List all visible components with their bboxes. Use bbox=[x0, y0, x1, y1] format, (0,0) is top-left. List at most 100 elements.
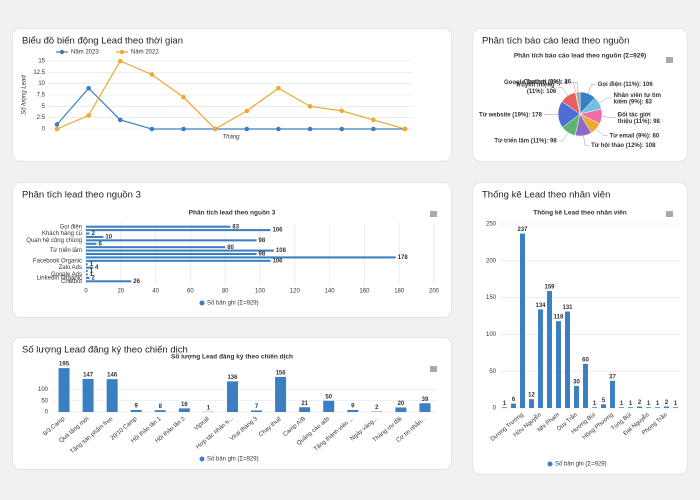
data-label: 1 bbox=[620, 401, 624, 407]
bar bbox=[86, 252, 257, 256]
x-tick-label: 160 bbox=[359, 289, 370, 295]
data-label: Đối tác giới thiệu (11%): 98 bbox=[618, 111, 661, 125]
y-tick-label: 0 bbox=[45, 410, 49, 416]
x-axis-label: Tháng bbox=[222, 135, 240, 141]
data-label: 2 bbox=[638, 400, 642, 406]
line-series bbox=[56, 60, 406, 130]
legend-label: Số bản ghi (Σ=929) bbox=[207, 301, 259, 307]
bar bbox=[86, 276, 90, 279]
data-label: 134 bbox=[535, 303, 546, 309]
chart-title: Số lượng Lead đăng ký theo chiến dịch bbox=[171, 353, 293, 361]
y-tick-label: 15 bbox=[38, 59, 45, 65]
bar bbox=[86, 242, 97, 245]
card: Thống kê Lead theo nhân viên Thống kê Lea… bbox=[472, 182, 688, 475]
bar bbox=[86, 232, 90, 235]
card-title: Phân tích báo cáo lead theo nguồn bbox=[482, 36, 629, 47]
data-point bbox=[117, 117, 123, 123]
x-tick-label: 20 bbox=[117, 289, 124, 295]
bar bbox=[86, 270, 88, 273]
data-label: Google Search (0%): 4 bbox=[504, 80, 568, 86]
bar bbox=[86, 225, 231, 228]
bar bbox=[610, 380, 615, 408]
legend-label: Năm 2023 bbox=[71, 50, 99, 56]
data-label: Nhân viên tự tìm kiếm (9%): 83 bbox=[614, 93, 663, 106]
y-tick-label: 10 bbox=[38, 81, 45, 87]
data-label: 9 bbox=[351, 404, 355, 410]
data-label: 1 bbox=[647, 401, 651, 407]
data-label: 136 bbox=[227, 375, 238, 381]
data-label: 1 bbox=[90, 269, 94, 275]
data-point bbox=[402, 126, 408, 132]
bar bbox=[601, 404, 606, 408]
chart-title: Phân tích lead theo nguồn 3 bbox=[189, 208, 276, 217]
bar bbox=[251, 410, 263, 412]
bar bbox=[82, 378, 94, 412]
y-tick-label: 150 bbox=[486, 295, 497, 301]
y-axis-label: Số lượng Lead bbox=[21, 75, 28, 115]
data-label: 6 bbox=[98, 241, 102, 247]
bar bbox=[673, 407, 678, 408]
bar bbox=[86, 266, 93, 269]
label-connector bbox=[601, 116, 616, 118]
data-label: 2 bbox=[375, 405, 379, 411]
data-label: 12 bbox=[528, 393, 535, 399]
data-label: 147 bbox=[83, 373, 94, 379]
data-point bbox=[86, 113, 91, 118]
x-tick-label: 80 bbox=[222, 289, 229, 295]
data-point bbox=[307, 104, 313, 109]
data-label: 1 bbox=[90, 262, 94, 268]
bar bbox=[86, 235, 104, 238]
card-title: Số lượng Lead đăng ký theo chiến dịch bbox=[22, 345, 188, 356]
data-label: 2 bbox=[91, 275, 95, 281]
bar bbox=[419, 403, 431, 412]
bar bbox=[299, 407, 311, 412]
x-tick-label: 200 bbox=[429, 289, 440, 295]
data-point bbox=[212, 126, 218, 132]
bar bbox=[86, 249, 274, 252]
data-point bbox=[181, 126, 186, 132]
data-label: 1 bbox=[503, 401, 507, 407]
card: Biểu đồ biến động Lead theo thời gian 0 2.… bbox=[12, 28, 452, 162]
card: Số lượng Lead đăng ký theo chiến dịchSố … bbox=[12, 337, 452, 470]
x-tick-label: 40 bbox=[152, 289, 159, 295]
bar bbox=[395, 407, 407, 412]
data-point bbox=[276, 85, 281, 91]
data-label: Từ triển lãm (11%): 98 bbox=[494, 138, 557, 145]
data-point bbox=[371, 117, 376, 123]
label-part: kiếm (9%): 83 bbox=[614, 98, 653, 105]
y-tick-label: 100 bbox=[486, 332, 497, 338]
data-label: 195 bbox=[59, 362, 70, 368]
label-connector bbox=[587, 83, 596, 94]
y-tick-label: 200 bbox=[486, 258, 497, 264]
y-tick-label: Google Ads bbox=[51, 272, 82, 278]
bar bbox=[86, 246, 226, 249]
legend-marker bbox=[199, 456, 205, 462]
data-label: 60 bbox=[582, 357, 589, 363]
bar bbox=[323, 400, 335, 412]
legend-label: Số bản ghi (Σ=929) bbox=[555, 462, 607, 468]
bar bbox=[178, 408, 190, 412]
label-connector bbox=[598, 97, 612, 104]
bar bbox=[86, 259, 271, 262]
bar bbox=[86, 256, 396, 259]
y-tick-label: LinkedIn Organic bbox=[37, 275, 82, 281]
data-label: 106 bbox=[272, 258, 283, 264]
bar bbox=[226, 381, 238, 412]
bar bbox=[86, 280, 132, 283]
label-connector bbox=[583, 135, 590, 146]
data-label: 1 bbox=[629, 401, 633, 407]
bar bbox=[664, 406, 669, 408]
bar bbox=[130, 409, 142, 412]
data-label: 2 bbox=[91, 231, 95, 237]
label-connector bbox=[595, 128, 608, 136]
data-label: 20 bbox=[398, 401, 405, 407]
card-title: Thống kê Lead theo nhân viên bbox=[482, 190, 610, 201]
data-label: 37 bbox=[609, 374, 616, 380]
card: Phân tích lead theo nguồn 3 Phân tích lea… bbox=[12, 182, 452, 318]
bar bbox=[619, 407, 624, 408]
data-label: 98 bbox=[259, 252, 266, 258]
y-tick-label: Zalo Ads bbox=[59, 265, 82, 271]
data-label: 118 bbox=[554, 315, 564, 321]
y-tick-label: 0 bbox=[42, 127, 46, 133]
card-title: Biểu đồ biến động Lead theo thời gian bbox=[22, 36, 183, 47]
